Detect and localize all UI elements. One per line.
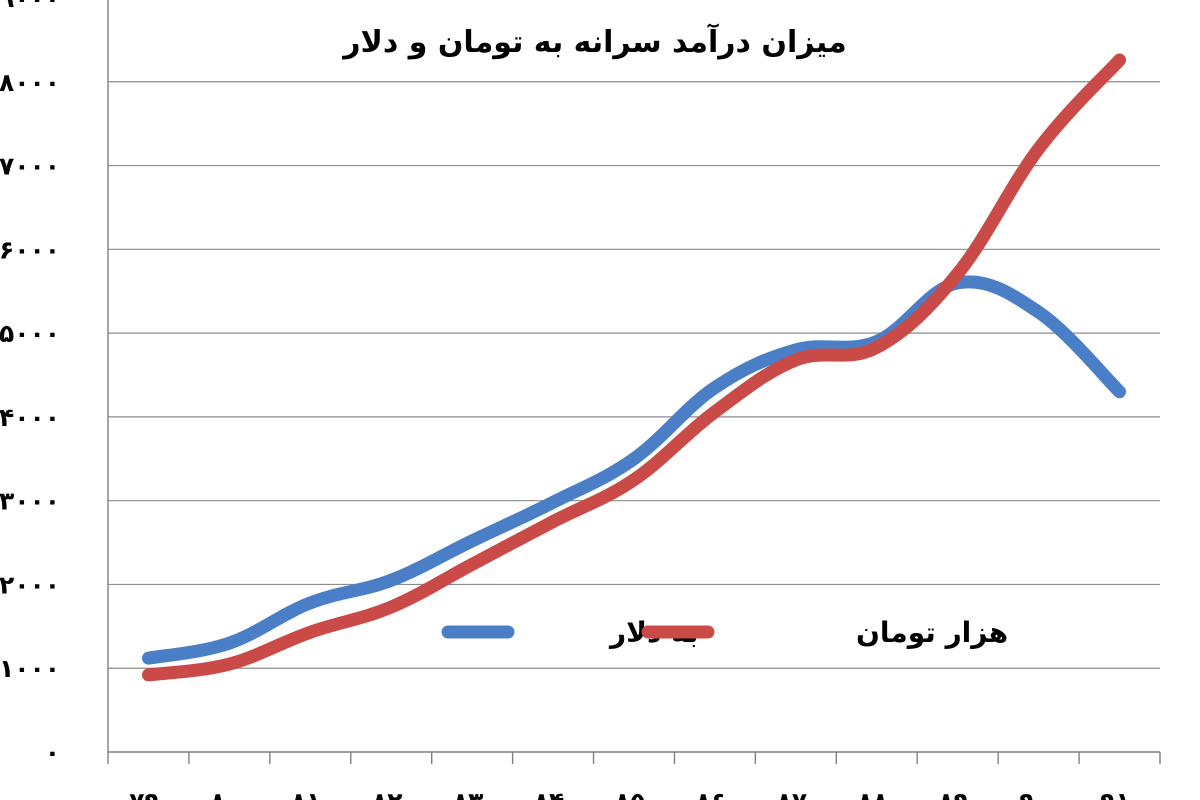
x-tick-label: ۹۰ [1019,787,1050,800]
chart-title: میزان درآمد سرانه به تومان و دلار [341,23,846,60]
y-tick-label: ۴۰۰۰ [0,403,60,432]
x-tick-label: ۸۵ [615,787,646,800]
x-tick-label: ۷۹ [129,787,160,800]
y-tick-label: ۸۰۰۰ [0,68,60,97]
y-tick-label: ۷۰۰۰ [0,152,60,181]
y-tick-label: ۲۰۰۰ [0,570,60,599]
series-layer [141,53,1127,682]
y-tick-label: ۰ [45,738,60,767]
axes: ۰ ۱۰۰۰ ۲۰۰۰ ۳۰۰۰ ۴۰۰۰ ۵۰۰۰ ۶۰۰۰ ۷۰۰۰ ۸۰۰۰ ۹۰۰۰ ۷۹ ۸… [0,0,1161,800]
y-tick-label: ۳۰۰۰ [0,487,60,516]
y-tick-label: ۹۰۰۰ [0,0,60,13]
grid [108,81,1160,669]
x-tick-label: ۸۶ [696,787,727,800]
y-tick-label: ۱۰۰۰ [0,654,60,683]
x-tick-label: ۸۸ [858,787,889,800]
series-line-0 [141,275,1127,665]
series-line-1 [141,53,1127,682]
x-tick-label: ۸۴ [534,787,565,800]
y-tick-label: ۶۰۰۰ [0,235,60,264]
x-tick-label: ۸۳ [453,787,484,800]
x-tick-label: ۸۱ [291,787,322,800]
x-tick-label: ۸۹ [938,787,969,800]
x-tick-label: ۹۱ [1100,787,1131,800]
legend-label-1: هزار تومان [856,616,1008,649]
x-tick-label: ۸۲ [372,787,403,800]
y-tick-label: ۵۰۰۰ [0,319,60,348]
x-tick-label: ۸۰ [210,787,241,800]
x-tick-label: ۸۷ [777,787,808,800]
